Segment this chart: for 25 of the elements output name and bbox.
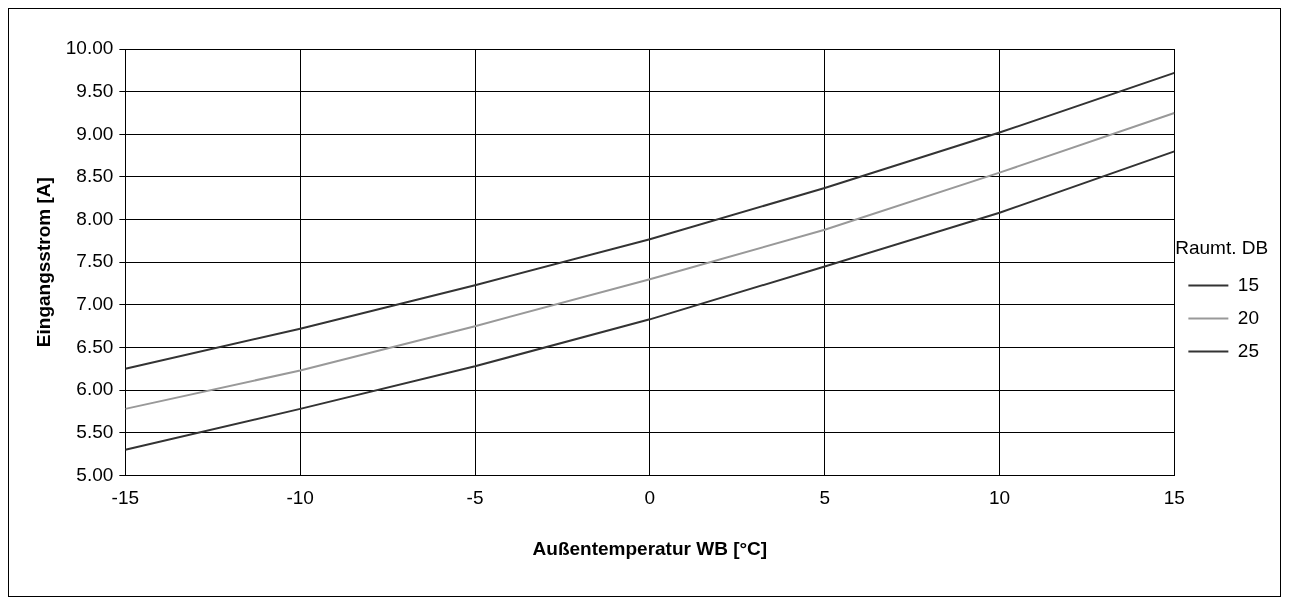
legend-label: 15 xyxy=(1237,273,1260,295)
y-tick-label: 8.50 xyxy=(76,165,114,187)
y-axis-title: Eingangsstrom [A] xyxy=(32,177,54,348)
x-tick-label: 15 xyxy=(1163,487,1185,509)
legend-label: 25 xyxy=(1237,339,1260,361)
legend-title: Raumt. DB xyxy=(1175,236,1269,258)
y-tick-label: 5.00 xyxy=(76,463,114,485)
x-tick-label: 5 xyxy=(819,487,830,509)
y-tick-label: 7.00 xyxy=(76,293,114,315)
y-tick-label: 8.00 xyxy=(76,207,114,229)
y-tick-label: 6.00 xyxy=(76,378,114,400)
x-tick-label: -10 xyxy=(286,487,314,509)
y-tick-label: 9.00 xyxy=(76,122,114,144)
y-tick-label: 9.50 xyxy=(76,79,114,101)
chart-frame: Außentemperatur WB [°C] Eingangsstrom [A] Raumt. DB 15 20 25 -15 -10 -5 0 5 10 15 5.00 5.50 6.00 6.50 7.00 7.50 8.00 8.50 9.00 9.50 10.00 xyxy=(8,8,1281,597)
y-tick-label: 6.50 xyxy=(76,335,114,357)
x-tick-label: 10 xyxy=(988,487,1011,509)
y-tick-label: 10.00 xyxy=(65,37,114,59)
y-tick-label: 5.50 xyxy=(76,420,114,442)
x-tick-label: -5 xyxy=(466,487,484,509)
x-axis-title: Außentemperatur WB [°C] xyxy=(532,537,768,559)
x-tick-label: 0 xyxy=(644,487,656,509)
x-tick-label: -15 xyxy=(111,487,140,509)
y-tick-label: 7.50 xyxy=(76,250,114,272)
legend-label: 20 xyxy=(1237,306,1260,328)
